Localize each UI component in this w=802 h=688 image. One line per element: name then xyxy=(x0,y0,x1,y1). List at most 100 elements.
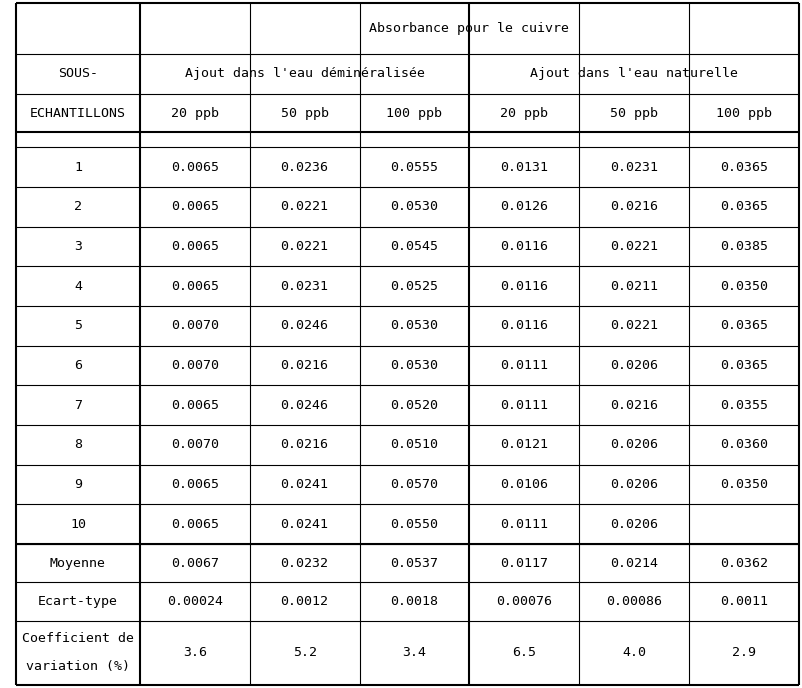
Text: 100 ppb: 100 ppb xyxy=(386,107,442,120)
Text: 0.0065: 0.0065 xyxy=(171,161,218,174)
Text: 0.0116: 0.0116 xyxy=(500,319,548,332)
Text: 0.00076: 0.00076 xyxy=(496,595,552,608)
Text: 0.0570: 0.0570 xyxy=(390,478,438,491)
Text: 0.0530: 0.0530 xyxy=(390,359,438,372)
Text: 0.0362: 0.0362 xyxy=(719,557,767,570)
Text: 0.0065: 0.0065 xyxy=(171,240,218,253)
Text: 0.0216: 0.0216 xyxy=(610,399,658,411)
Text: 0.0018: 0.0018 xyxy=(390,595,438,608)
Text: 50 ppb: 50 ppb xyxy=(610,107,658,120)
Text: 0.0241: 0.0241 xyxy=(280,517,328,530)
Text: Ajout dans l'eau déminéralisée: Ajout dans l'eau déminéralisée xyxy=(184,67,424,80)
Text: 0.0117: 0.0117 xyxy=(500,557,548,570)
Text: 0.0231: 0.0231 xyxy=(610,161,658,174)
Text: 0.0360: 0.0360 xyxy=(719,438,767,451)
Text: 0.0116: 0.0116 xyxy=(500,280,548,293)
Text: 2: 2 xyxy=(74,200,82,213)
Text: variation (%): variation (%) xyxy=(26,660,130,673)
Text: 0.0214: 0.0214 xyxy=(610,557,658,570)
Text: 0.0111: 0.0111 xyxy=(500,517,548,530)
Text: 0.0365: 0.0365 xyxy=(719,359,767,372)
Text: 20 ppb: 20 ppb xyxy=(171,107,218,120)
Text: Absorbance pour le cuivre: Absorbance pour le cuivre xyxy=(369,22,569,35)
Text: 3.4: 3.4 xyxy=(402,646,426,659)
Text: 0.0246: 0.0246 xyxy=(280,319,328,332)
Text: Moyenne: Moyenne xyxy=(50,557,106,570)
Text: 0.0365: 0.0365 xyxy=(719,200,767,213)
Text: 1: 1 xyxy=(74,161,82,174)
Text: 0.0216: 0.0216 xyxy=(610,200,658,213)
Text: ECHANTILLONS: ECHANTILLONS xyxy=(30,107,126,120)
Text: 0.00024: 0.00024 xyxy=(167,595,222,608)
Text: 4.0: 4.0 xyxy=(622,646,646,659)
Text: 0.0065: 0.0065 xyxy=(171,399,218,411)
Text: 3: 3 xyxy=(74,240,82,253)
Text: 0.0231: 0.0231 xyxy=(280,280,328,293)
Text: 0.0065: 0.0065 xyxy=(171,280,218,293)
Text: 0.0065: 0.0065 xyxy=(171,478,218,491)
Text: 4: 4 xyxy=(74,280,82,293)
Text: 100 ppb: 100 ppb xyxy=(715,107,771,120)
Text: 0.0525: 0.0525 xyxy=(390,280,438,293)
Text: 0.0070: 0.0070 xyxy=(171,359,218,372)
Text: 0.0216: 0.0216 xyxy=(280,438,328,451)
Text: 50 ppb: 50 ppb xyxy=(280,107,328,120)
Text: 0.0067: 0.0067 xyxy=(171,557,218,570)
Text: 2.9: 2.9 xyxy=(731,646,755,659)
Text: 0.0520: 0.0520 xyxy=(390,399,438,411)
Text: 0.00086: 0.00086 xyxy=(606,595,662,608)
Text: 0.0206: 0.0206 xyxy=(610,438,658,451)
Text: 5: 5 xyxy=(74,319,82,332)
Text: 10: 10 xyxy=(70,517,86,530)
Text: 0.0246: 0.0246 xyxy=(280,399,328,411)
Text: 5.2: 5.2 xyxy=(292,646,316,659)
Text: Coefficient de: Coefficient de xyxy=(22,632,134,645)
Text: 0.0131: 0.0131 xyxy=(500,161,548,174)
Text: 0.0350: 0.0350 xyxy=(719,478,767,491)
Text: Ajout dans l'eau naturelle: Ajout dans l'eau naturelle xyxy=(529,67,737,80)
Text: 0.0111: 0.0111 xyxy=(500,399,548,411)
Text: 0.0065: 0.0065 xyxy=(171,517,218,530)
Text: 9: 9 xyxy=(74,478,82,491)
Text: 0.0216: 0.0216 xyxy=(280,359,328,372)
Text: 3.6: 3.6 xyxy=(183,646,206,659)
Text: 0.0365: 0.0365 xyxy=(719,319,767,332)
Text: 0.0221: 0.0221 xyxy=(280,200,328,213)
Text: 0.0211: 0.0211 xyxy=(610,280,658,293)
Text: 0.0121: 0.0121 xyxy=(500,438,548,451)
Text: 0.0106: 0.0106 xyxy=(500,478,548,491)
Text: 0.0530: 0.0530 xyxy=(390,200,438,213)
Text: 0.0206: 0.0206 xyxy=(610,478,658,491)
Text: 0.0510: 0.0510 xyxy=(390,438,438,451)
Text: 20 ppb: 20 ppb xyxy=(500,107,548,120)
Text: 0.0232: 0.0232 xyxy=(280,557,328,570)
Text: 0.0111: 0.0111 xyxy=(500,359,548,372)
Text: Ecart-type: Ecart-type xyxy=(38,595,118,608)
Text: 0.0385: 0.0385 xyxy=(719,240,767,253)
Text: 0.0241: 0.0241 xyxy=(280,478,328,491)
Text: 0.0365: 0.0365 xyxy=(719,161,767,174)
Text: 0.0221: 0.0221 xyxy=(280,240,328,253)
Text: 0.0206: 0.0206 xyxy=(610,517,658,530)
Text: 8: 8 xyxy=(74,438,82,451)
Text: 0.0355: 0.0355 xyxy=(719,399,767,411)
Text: 0.0065: 0.0065 xyxy=(171,200,218,213)
Text: 0.0116: 0.0116 xyxy=(500,240,548,253)
Text: 0.0070: 0.0070 xyxy=(171,438,218,451)
Text: 0.0126: 0.0126 xyxy=(500,200,548,213)
Text: 7: 7 xyxy=(74,399,82,411)
Text: 0.0011: 0.0011 xyxy=(719,595,767,608)
Text: SOUS-: SOUS- xyxy=(58,67,98,80)
Text: 0.0550: 0.0550 xyxy=(390,517,438,530)
Text: 0.0236: 0.0236 xyxy=(280,161,328,174)
Text: 6: 6 xyxy=(74,359,82,372)
Text: 0.0545: 0.0545 xyxy=(390,240,438,253)
Text: 0.0012: 0.0012 xyxy=(280,595,328,608)
Text: 0.0221: 0.0221 xyxy=(610,240,658,253)
Text: 0.0537: 0.0537 xyxy=(390,557,438,570)
Text: 0.0070: 0.0070 xyxy=(171,319,218,332)
Text: 6.5: 6.5 xyxy=(512,646,536,659)
Text: 0.0350: 0.0350 xyxy=(719,280,767,293)
Text: 0.0221: 0.0221 xyxy=(610,319,658,332)
Text: 0.0530: 0.0530 xyxy=(390,319,438,332)
